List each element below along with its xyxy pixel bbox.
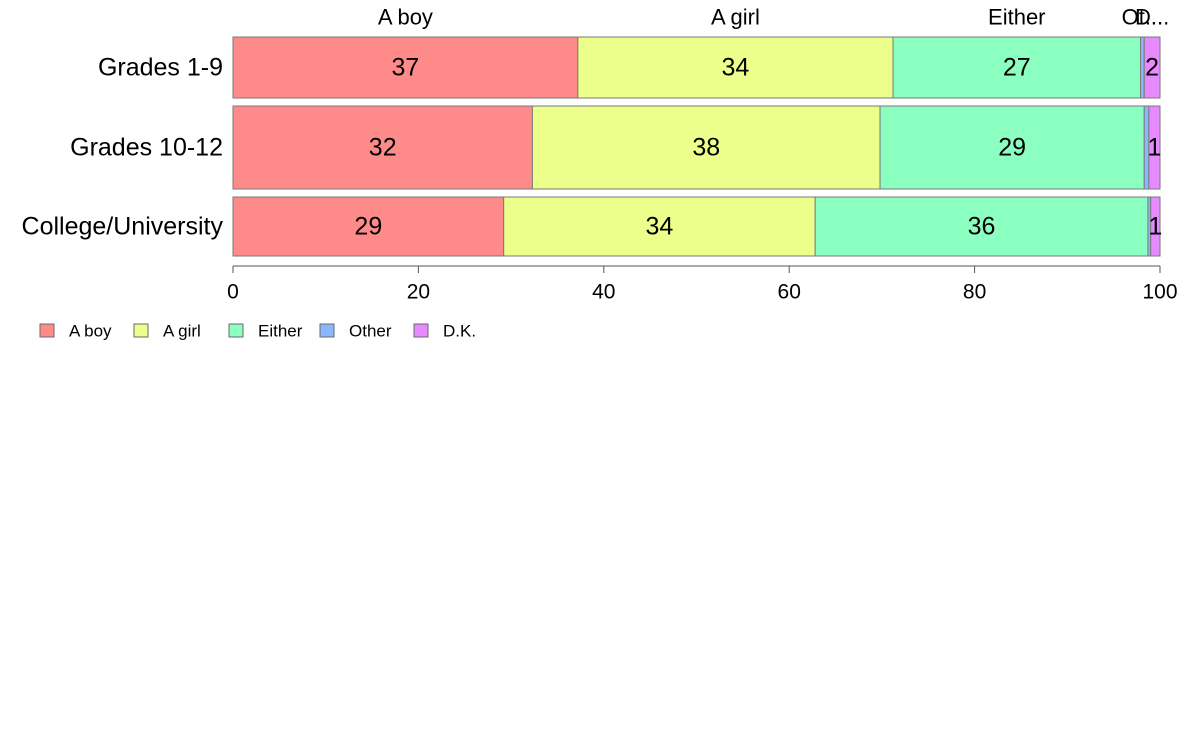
column-label: D...	[1135, 5, 1169, 30]
bar-segment	[814, 196, 1149, 257]
legend: A boy A girl Either Other D.K.	[39, 322, 476, 341]
data-label: 36	[968, 213, 996, 241]
bar-segment	[879, 105, 1145, 190]
bar-segment	[531, 105, 881, 190]
category-label: College/University	[22, 213, 224, 241]
legend-swatch	[413, 323, 429, 338]
column-labels: A boy A girl Either Ot...D...	[378, 5, 1169, 30]
x-tick-label: 100	[1142, 281, 1177, 304]
data-label: 29	[998, 134, 1026, 162]
bar-segment	[1150, 196, 1161, 257]
x-axis: 0 20 40 60 80 100	[227, 265, 1178, 304]
bar-segment	[1140, 36, 1145, 99]
legend-label: Either	[258, 322, 303, 341]
column-label: A girl	[711, 5, 760, 30]
bar-segment	[1148, 105, 1161, 190]
data-label: 1	[1147, 134, 1161, 162]
x-tick-label: 40	[592, 281, 615, 304]
data-label: 34	[722, 54, 750, 82]
row-labels: Grades 1-9 Grades 10-12 College/University	[22, 54, 224, 241]
bars: 37 34 27 2 32 38 29 1 29 34 36 1	[232, 36, 1162, 257]
bar-segment	[232, 36, 579, 99]
legend-swatch	[133, 323, 149, 338]
legend-label: A girl	[163, 322, 201, 341]
legend-label: Other	[349, 322, 392, 341]
bar-segment	[892, 36, 1142, 99]
data-label: 29	[354, 213, 382, 241]
category-label: Grades 1-9	[98, 54, 223, 82]
data-label: 2	[1145, 54, 1159, 82]
data-label: 1	[1148, 213, 1162, 241]
legend-swatch	[39, 323, 55, 338]
legend-label: A boy	[69, 322, 112, 341]
data-label: 34	[646, 213, 674, 241]
data-label: 32	[369, 134, 397, 162]
column-label: Ot...	[1122, 5, 1164, 30]
category-label: Grades 10-12	[70, 134, 223, 162]
legend-swatch	[228, 323, 244, 338]
bar-segment	[232, 105, 533, 190]
bar-segment	[503, 196, 816, 257]
bar-segment	[577, 36, 894, 99]
data-label: 27	[1003, 54, 1031, 82]
data-label: 38	[692, 134, 720, 162]
bar-segment	[1143, 36, 1161, 99]
column-label: Either	[988, 5, 1045, 30]
legend-label: D.K.	[443, 322, 476, 341]
data-label: 37	[392, 54, 420, 82]
x-tick-label: 0	[227, 281, 239, 304]
x-tick-label: 80	[963, 281, 986, 304]
column-label: A boy	[378, 5, 433, 30]
x-tick-label: 20	[407, 281, 430, 304]
legend-swatch	[319, 323, 335, 338]
x-tick-label: 60	[778, 281, 801, 304]
